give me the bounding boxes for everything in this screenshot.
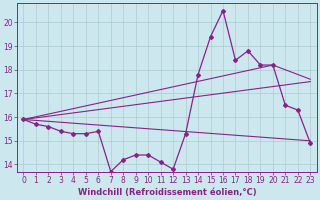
X-axis label: Windchill (Refroidissement éolien,°C): Windchill (Refroidissement éolien,°C): [77, 188, 256, 197]
